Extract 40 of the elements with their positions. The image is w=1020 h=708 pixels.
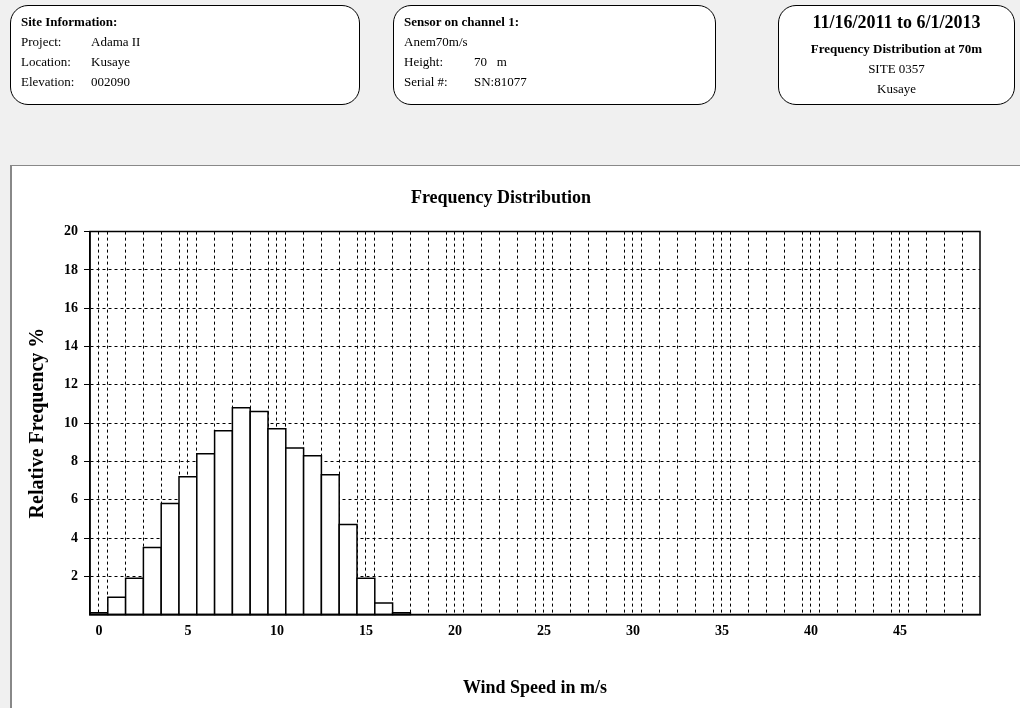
text: Serial #: [404, 74, 449, 90]
y-tick-label: 12 [64, 376, 78, 392]
chart-title: Frequency Distribution [410, 187, 592, 208]
y-tick-label: 20 [64, 223, 78, 239]
y-tick-label: 10 [64, 414, 78, 430]
y-tick-label: 2 [71, 567, 78, 583]
text: Location: [21, 54, 72, 70]
x-tick-label: 45 [892, 623, 907, 639]
y-tick-label: 18 [64, 261, 78, 277]
text: Adama II [91, 34, 141, 50]
x-tick-label: 10 [269, 623, 284, 639]
text: Kusaye [91, 54, 130, 70]
text: Site Information: [21, 14, 119, 30]
x-tick-label: 20 [447, 623, 462, 639]
y-tick-label: 4 [71, 529, 78, 545]
y-tick-label: 6 [71, 491, 78, 507]
y-axis-title: Relative Frequency % [25, 327, 49, 519]
x-tick-label: 35 [714, 623, 729, 639]
text: Height: [404, 54, 444, 70]
text: Sensor on channel 1: [404, 14, 520, 30]
text: SN:81077 [474, 74, 527, 90]
x-tick-label: 0 [95, 623, 103, 639]
text: Kusaye [876, 81, 917, 97]
text: Frequency Distribution at 70m [809, 41, 984, 57]
y-tick-label: 8 [71, 453, 78, 469]
text: SITE 0357 [867, 61, 926, 77]
text: Elevation: [21, 74, 76, 90]
x-tick-label: 5 [184, 623, 192, 639]
x-tick-label: 30 [625, 623, 640, 639]
text: Project: [21, 34, 63, 50]
x-tick-label: 40 [803, 623, 818, 639]
text: 70 m [474, 54, 507, 70]
x-tick-label: 15 [358, 623, 373, 639]
x-axis-title: Wind Speed in m/s [462, 676, 608, 697]
text: Anem70m/s [404, 34, 469, 50]
text: 002090 [91, 74, 130, 90]
y-tick-label: 14 [64, 338, 78, 354]
text: 11/16/2011 to 6/1/2013 [811, 12, 982, 33]
y-tick-label: 16 [64, 299, 78, 315]
x-tick-label: 25 [536, 623, 551, 639]
